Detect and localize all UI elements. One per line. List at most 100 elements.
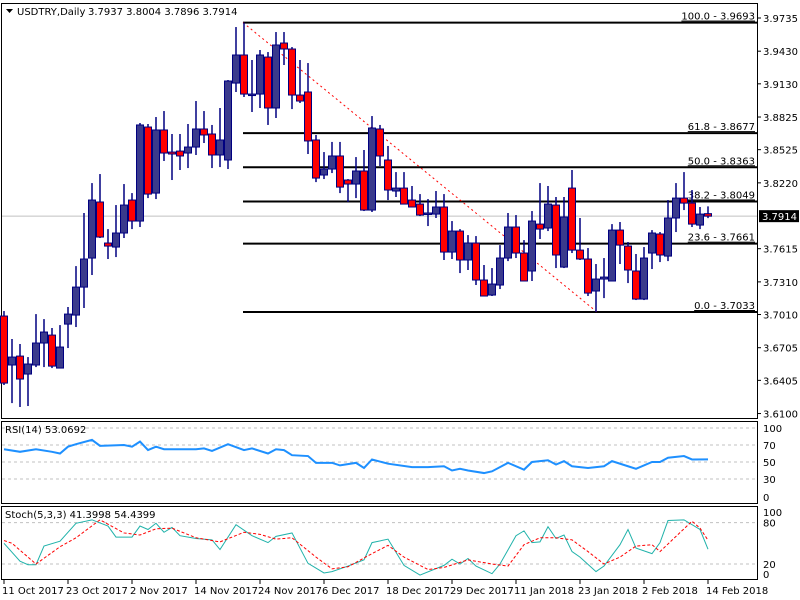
bearish-candle — [480, 279, 488, 297]
bearish-candle — [536, 223, 544, 230]
fib-level-label: 38.2 - 3.8049 — [688, 190, 755, 201]
bearish-candle — [680, 197, 688, 204]
bearish-candle — [208, 133, 216, 156]
bullish-candle — [648, 232, 656, 254]
bullish-candle — [80, 258, 88, 288]
bullish-candle — [696, 213, 704, 226]
date-label: 6 Dec 2017 — [322, 586, 380, 597]
stoch-tick-label: 20 — [763, 560, 776, 571]
rsi-pane-frame — [1, 421, 758, 504]
bullish-candle — [24, 363, 32, 375]
date-label: 18 Dec 2017 — [386, 586, 450, 597]
bearish-candle — [704, 213, 712, 217]
bearish-candle — [240, 54, 248, 95]
bearish-candle — [552, 204, 560, 256]
stoch-main-line — [3, 519, 709, 576]
bullish-candle — [192, 128, 200, 148]
candlestick-series — [0, 22, 712, 408]
bullish-candle — [184, 146, 192, 154]
bearish-candle — [0, 315, 8, 384]
date-label: 14 Nov 2017 — [194, 586, 258, 597]
rsi-tick-label: 100 — [763, 424, 782, 435]
price-tick-label: 3.9735 — [763, 14, 798, 25]
stoch-signal-line — [3, 519, 709, 571]
rsi-tick-label: 30 — [763, 475, 776, 486]
rsi-tick-label: 50 — [763, 458, 776, 469]
bullish-candle — [136, 124, 144, 222]
bullish-candle — [672, 197, 680, 219]
bullish-candle — [120, 204, 128, 234]
main-pane-frame — [1, 3, 758, 419]
bearish-candle — [312, 139, 320, 179]
price-axis: 3.9735 3.9430 3.9130 3.8825 3.8525 3.8220 3.76… — [757, 14, 799, 581]
price-tick-label: 3.7310 — [763, 278, 798, 289]
bearish-candle — [16, 355, 24, 380]
stochastic-series — [3, 519, 709, 576]
bullish-candle — [464, 242, 472, 261]
bullish-candle — [352, 170, 360, 185]
current-price-label: 3.7914 — [762, 212, 797, 223]
bearish-candle — [512, 226, 520, 254]
date-label: 11 Oct 2017 — [2, 586, 64, 597]
bullish-candle — [392, 187, 400, 192]
collapse-triangle-icon[interactable] — [6, 9, 13, 13]
price-tick-label: 3.8220 — [763, 179, 798, 190]
bullish-candle — [152, 129, 160, 194]
bearish-candle — [576, 249, 584, 260]
price-tick-label: 3.6705 — [763, 344, 798, 355]
bearish-candle — [472, 242, 480, 281]
bullish-candle — [40, 331, 48, 344]
chart-ohlc-values: 3.7937 3.8004 3.7896 3.7914 — [88, 7, 238, 18]
bearish-candle — [616, 229, 624, 246]
bullish-candle — [88, 199, 96, 259]
bullish-candle — [640, 257, 648, 300]
bearish-candle — [344, 179, 352, 185]
date-label: 23 Jan 2018 — [578, 586, 638, 597]
fib-level-label: 23.6 - 3.7661 — [688, 233, 755, 244]
date-label: 14 Feb 2018 — [706, 586, 768, 597]
bullish-candle — [32, 342, 40, 366]
bearish-candle — [360, 170, 368, 211]
bullish-candle — [64, 313, 72, 325]
date-label: 2 Feb 2018 — [642, 586, 698, 597]
fib-level-label: 100.0 - 3.9693 — [681, 12, 755, 23]
bearish-candle — [632, 270, 640, 300]
date-label: 11 Jan 2018 — [514, 586, 574, 597]
bullish-candle — [248, 93, 256, 97]
bullish-candle — [224, 80, 232, 161]
bearish-candle — [376, 128, 384, 157]
fib-level-label: 0.0 - 3.7033 — [694, 301, 755, 312]
bearish-candle — [584, 258, 592, 294]
rsi-tick-label: 70 — [763, 441, 776, 452]
bearish-candle — [128, 199, 136, 222]
bearish-candle — [176, 150, 184, 157]
bearish-candle — [456, 230, 464, 261]
bullish-candle — [488, 283, 496, 296]
price-tick-label: 3.6405 — [763, 376, 798, 387]
bullish-candle — [112, 232, 120, 248]
bearish-candle — [656, 233, 664, 256]
price-tick-label: 3.9430 — [763, 47, 798, 58]
bullish-candle — [432, 206, 440, 215]
bullish-candle — [328, 155, 336, 170]
bullish-candle — [608, 229, 616, 282]
bearish-candle — [568, 187, 576, 251]
bullish-candle — [528, 220, 536, 272]
rsi-line — [3, 438, 709, 475]
stoch-tick-label: 0 — [763, 570, 769, 581]
bearish-candle — [520, 252, 528, 282]
bullish-candle — [368, 127, 376, 211]
bearish-candle — [144, 126, 152, 195]
price-tick-label: 3.6100 — [763, 410, 798, 421]
bearish-candle — [416, 203, 424, 216]
fib-trend-line — [242, 22, 598, 313]
rsi-series — [3, 438, 709, 475]
bullish-candle — [232, 54, 240, 84]
price-tick-label: 3.7615 — [763, 245, 798, 256]
fib-level-label: 50.0 - 3.8363 — [688, 156, 755, 167]
bullish-candle — [56, 346, 64, 369]
bullish-candle — [448, 230, 456, 253]
bullish-candle — [560, 216, 568, 268]
bearish-candle — [440, 206, 448, 253]
